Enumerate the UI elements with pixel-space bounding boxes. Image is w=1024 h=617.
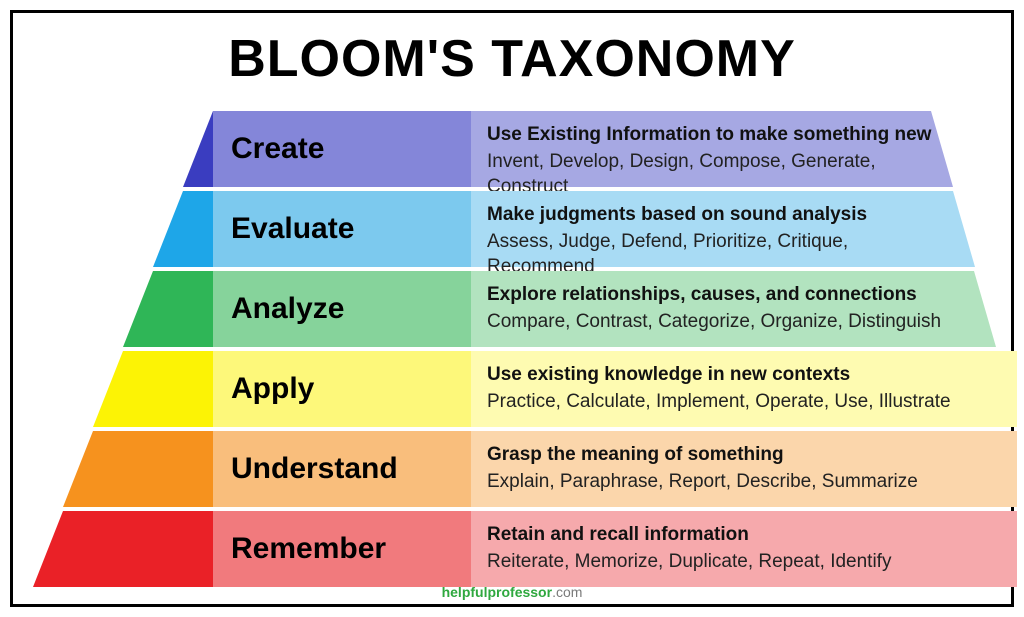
level-verb: Analyze	[231, 271, 344, 347]
level-verb: Evaluate	[231, 191, 354, 267]
level-summary: Grasp the meaning of something	[487, 443, 1001, 467]
level-verb: Apply	[231, 351, 314, 427]
page-title: BLOOM'S TAXONOMY	[13, 29, 1011, 89]
level-verb: Remember	[231, 511, 386, 587]
pyramid-step	[93, 351, 213, 427]
level-verb: Create	[231, 111, 324, 187]
pyramid-step	[33, 511, 213, 587]
level-keywords: Explain, Paraphrase, Report, Describe, S…	[487, 469, 1001, 495]
level-summary: Explore relationships, causes, and conne…	[487, 283, 980, 307]
pyramid-step	[183, 111, 213, 187]
level-keywords: Practice, Calculate, Implement, Operate,…	[487, 389, 1001, 415]
attribution-tld: .com	[552, 584, 582, 600]
taxonomy-frame: BLOOM'S TAXONOMY Create Use Existing Info…	[10, 10, 1014, 607]
level-description: Use existing knowledge in new contextsPr…	[471, 351, 1017, 427]
pyramid-step	[123, 271, 213, 347]
level-description: Grasp the meaning of somethingExplain, P…	[471, 431, 1017, 507]
level-keywords: Reiterate, Memorize, Duplicate, Repeat, …	[487, 549, 1001, 575]
level-summary: Use Existing Information to make somethi…	[487, 123, 937, 147]
taxonomy-row: Understand Grasp the meaning of something…	[13, 431, 1011, 507]
pyramid-step	[153, 191, 213, 267]
level-description: Use Existing Information to make somethi…	[471, 111, 953, 187]
level-summary: Use existing knowledge in new contexts	[487, 363, 1001, 387]
taxonomy-row: Analyze Explore relationships, causes, an…	[13, 271, 1011, 347]
level-summary: Make judgments based on sound analysis	[487, 203, 959, 227]
level-description: Retain and recall informationReiterate, …	[471, 511, 1017, 587]
level-summary: Retain and recall information	[487, 523, 1001, 547]
level-description: Make judgments based on sound analysisAs…	[471, 191, 975, 267]
attribution: helpfulprofessor.com	[13, 584, 1011, 600]
taxonomy-row: Remember Retain and recall informationRei…	[13, 511, 1011, 587]
pyramid-step	[63, 431, 213, 507]
level-description: Explore relationships, causes, and conne…	[471, 271, 996, 347]
taxonomy-row: Evaluate Make judgments based on sound an…	[13, 191, 1011, 267]
level-verb: Understand	[231, 431, 398, 507]
level-keywords: Compare, Contrast, Categorize, Organize,…	[487, 309, 980, 335]
taxonomy-row: Apply Use existing knowledge in new conte…	[13, 351, 1011, 427]
taxonomy-row: Create Use Existing Information to make s…	[13, 111, 1011, 187]
attribution-brand: helpfulprofessor	[442, 584, 552, 600]
